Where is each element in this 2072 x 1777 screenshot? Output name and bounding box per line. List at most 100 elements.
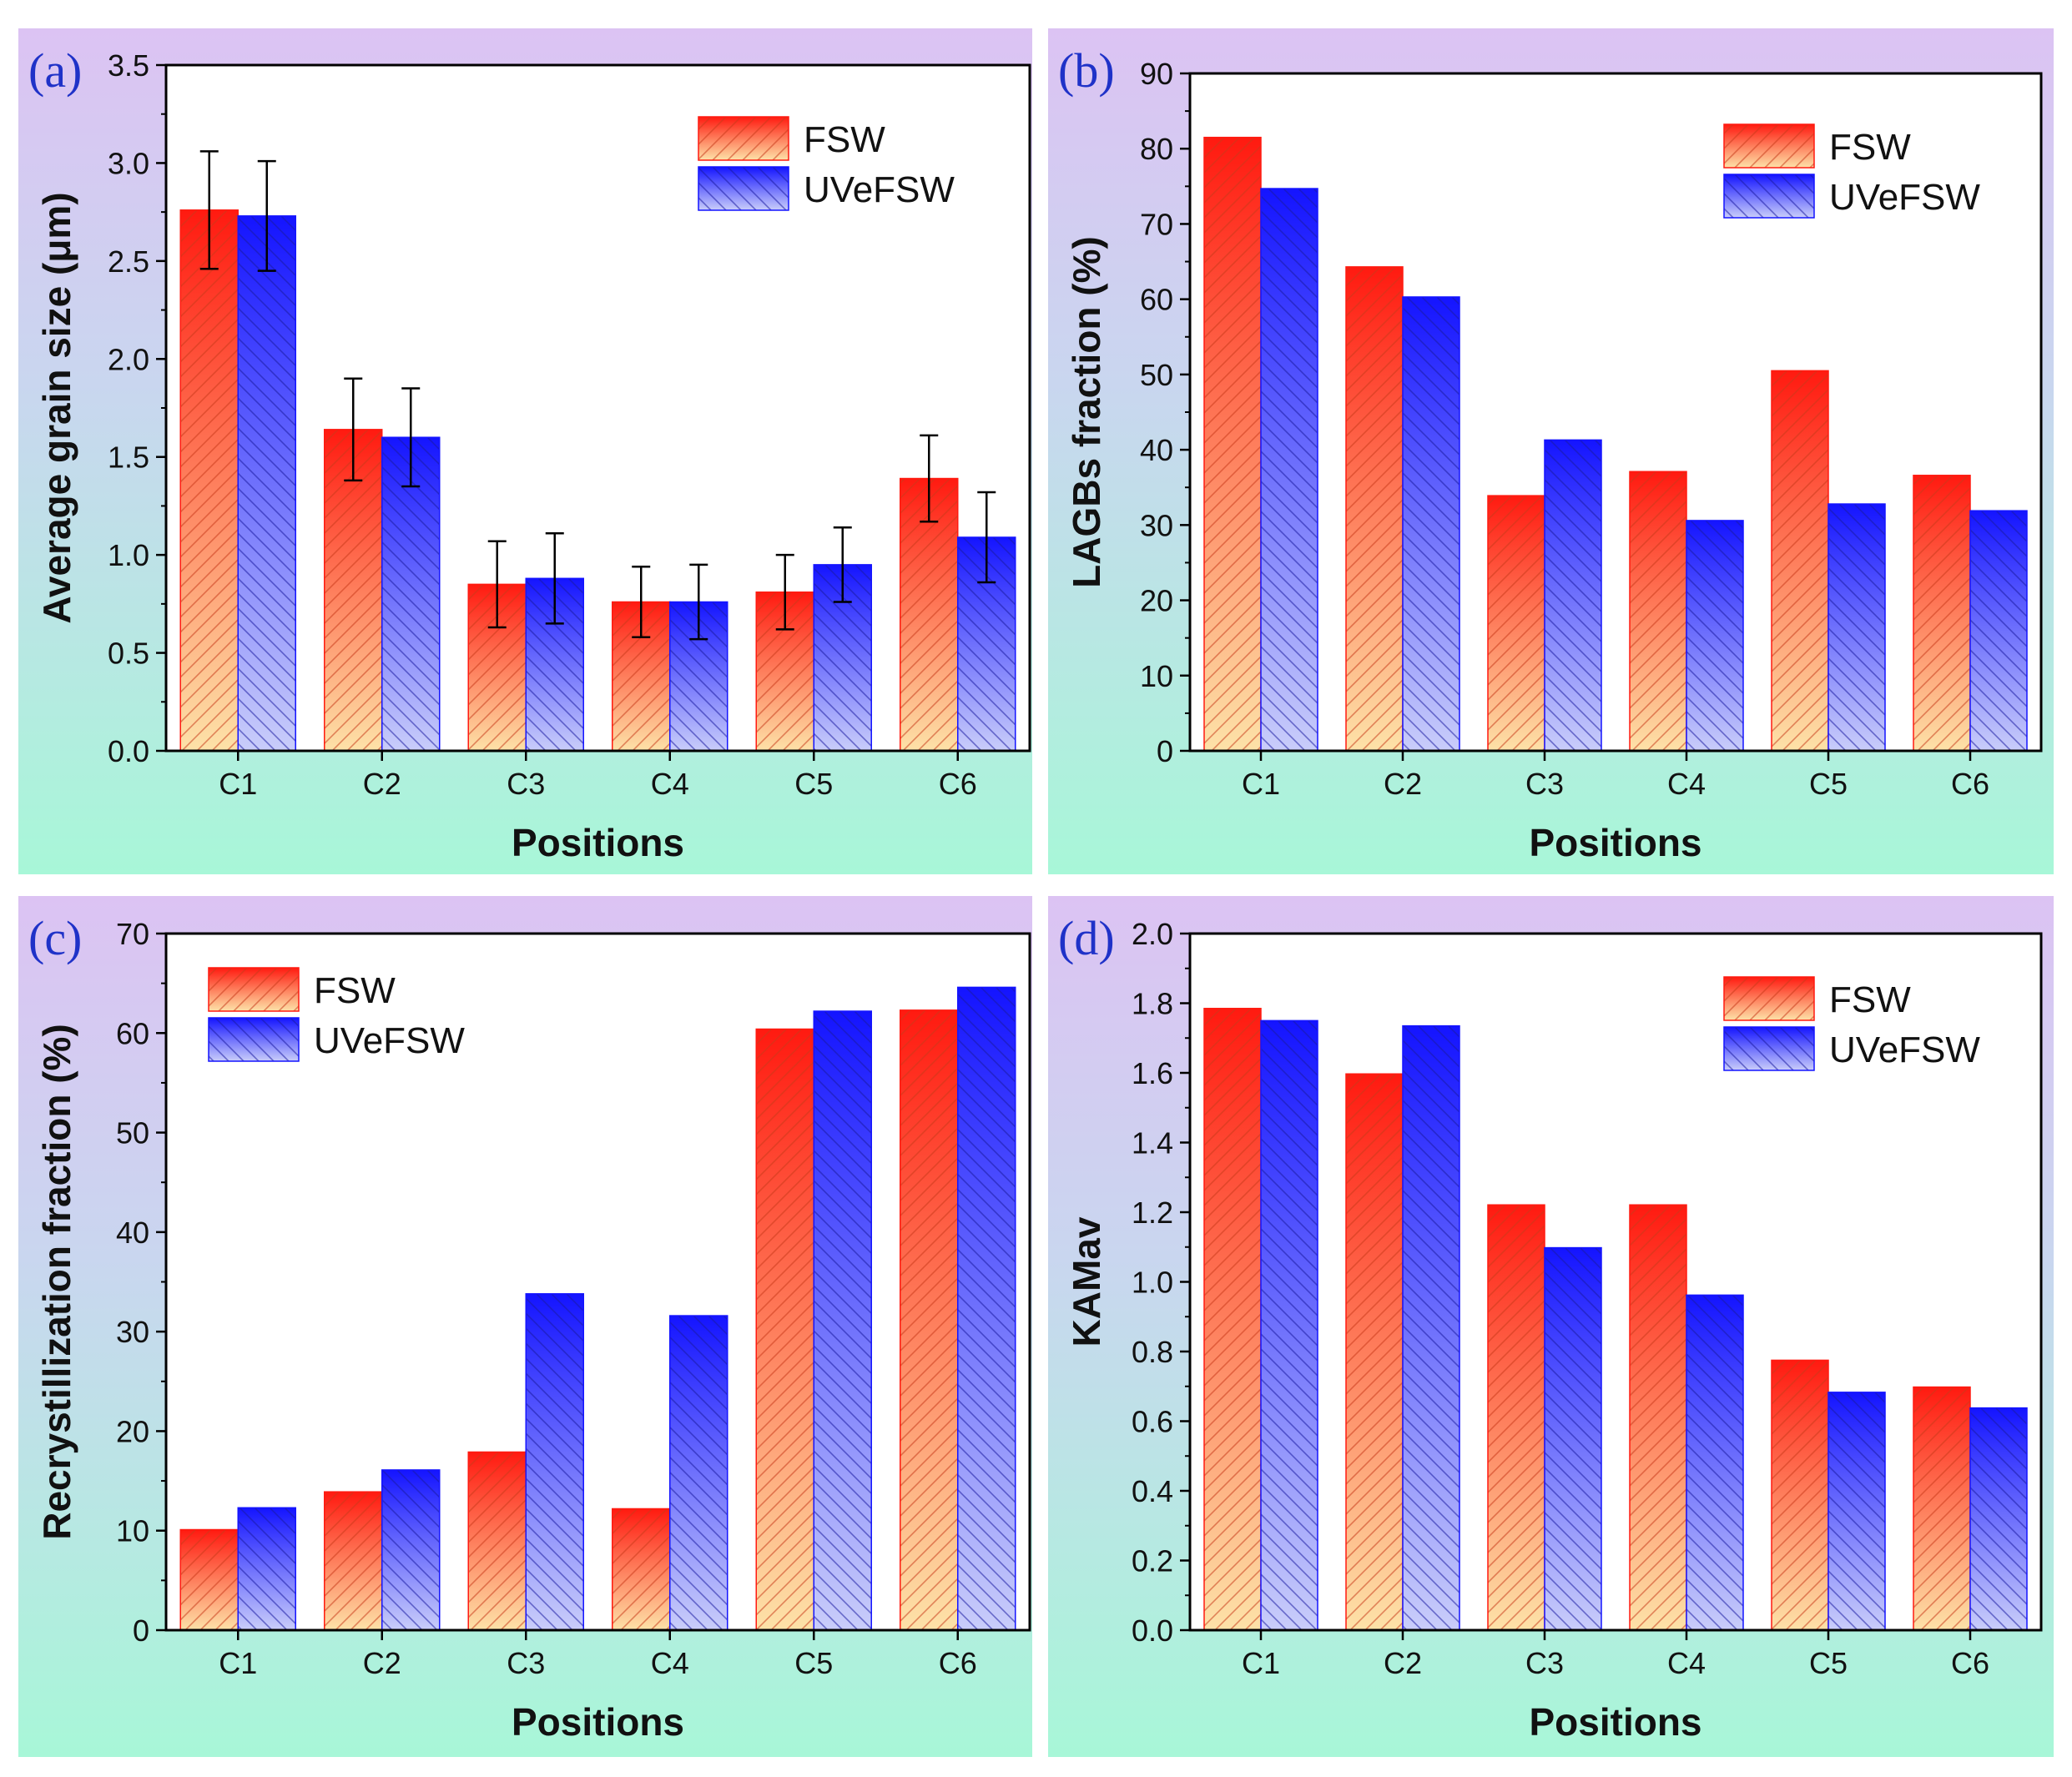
x-tick-label-c2: C2 (363, 767, 401, 801)
y-tick-label: 80 (1140, 132, 1173, 166)
bar-uvefsw-c4 (669, 601, 728, 752)
panel-letter: (d) (1058, 911, 1115, 965)
legend-label: FSW (1829, 127, 1911, 168)
y-tick-label: 0.0 (108, 734, 149, 768)
y-tick-label: 2.5 (108, 244, 149, 279)
x-tick-label-c4: C4 (1667, 1646, 1706, 1680)
y-tick-label: 1.4 (1132, 1126, 1173, 1160)
legend-item-fsw: FSW (1723, 976, 1911, 1021)
y-tick-label: 2.0 (1132, 917, 1173, 951)
y-axis-title: KAMav (1065, 1216, 1108, 1347)
x-axis-title: Positions (1529, 821, 1701, 864)
legend-label: FSW (804, 119, 885, 160)
bar-uvefsw-c5 (1827, 503, 1886, 752)
bar-fsw-c6 (900, 1009, 959, 1631)
y-tick-label: 3.0 (108, 146, 149, 180)
x-axis-title: Positions (512, 1700, 684, 1744)
x-axis-title: Positions (512, 821, 684, 864)
bar-fsw-c5 (1771, 1359, 1829, 1631)
y-tick-label: 40 (116, 1216, 149, 1250)
y-tick-label: 1.8 (1132, 987, 1173, 1021)
legend-label: UVeFSW (1829, 177, 1980, 218)
x-tick-label-c3: C3 (1525, 767, 1564, 801)
bar-uvefsw-c6 (1969, 510, 2028, 752)
x-tick-label-c4: C4 (651, 1646, 689, 1680)
y-tick-label: 0 (133, 1613, 149, 1648)
x-tick-label-c5: C5 (794, 1646, 833, 1680)
error-bar-fsw-c6 (920, 434, 939, 523)
bar-uvefsw-c2 (381, 436, 441, 752)
y-tick-label: 50 (116, 1116, 149, 1150)
chart-c: 0 10 20 30 40 50 60 70 C1 C2 C3 C4 C5 C6 Positions Recr… (28, 911, 1031, 1744)
bar-uvefsw-c6 (1969, 1407, 2028, 1631)
panel-letter: (c) (28, 911, 82, 965)
legend-item-uvefsw: UVeFSW (1723, 174, 1980, 219)
y-tick-label: 10 (1140, 659, 1173, 693)
y-tick-label: 20 (116, 1414, 149, 1448)
chart-b: 0 10 20 30 40 50 60 70 80 90 C1 C2 C3 C4 C5 C6 Positions… (1058, 43, 2043, 864)
y-axis-title: Average grain size (μm) (35, 192, 78, 623)
y-tick-label: 0.2 (1132, 1544, 1173, 1578)
legend-label: UVeFSW (804, 169, 955, 210)
error-bar-uvefsw-c5 (833, 526, 852, 603)
error-bar-fsw-c4 (632, 565, 651, 639)
chart-d: 0.0 0.2 0.4 0.6 0.8 1.0 1.2 1.4 1.6 1.8 2.0 C1 C2 C3 C… (1058, 911, 2043, 1744)
y-tick-label: 0.8 (1132, 1335, 1173, 1369)
error-bar-fsw-c3 (487, 540, 507, 629)
x-tick-label-c6: C6 (939, 1646, 977, 1680)
bar-fsw-c6 (1913, 1386, 1971, 1631)
y-tick-label: 90 (1140, 57, 1173, 91)
x-axis-title: Positions (1529, 1700, 1701, 1744)
x-tick-label-c4: C4 (1667, 767, 1706, 801)
error-bar-uvefsw-c4 (689, 563, 708, 641)
x-tick-label-c1: C1 (219, 1646, 257, 1680)
panel-a: 0.0 0.5 1.0 1.5 2.0 2.5 3.0 3.5 C1 C2 C3 C4 C5 C6 Posi… (18, 28, 1032, 874)
y-tick-label: 30 (116, 1315, 149, 1349)
x-tick-label-c5: C5 (1809, 767, 1848, 801)
plot-area (166, 65, 1030, 751)
legend-item-uvefsw: UVeFSW (698, 166, 955, 211)
legend-label: FSW (314, 970, 396, 1011)
x-tick-label-c2: C2 (363, 1646, 401, 1680)
error-bar-uvefsw-c3 (545, 532, 564, 625)
bar-uvefsw-c4 (669, 1315, 728, 1631)
bar-fsw-c1 (179, 209, 239, 752)
bar-uvefsw-c6 (957, 986, 1016, 1631)
plot-area (1190, 934, 2041, 1630)
error-bar-fsw-c5 (775, 553, 794, 631)
bar-fsw-c1 (1203, 136, 1262, 752)
bar-fsw-c3 (1487, 495, 1545, 752)
error-bar-fsw-c1 (199, 150, 219, 270)
legend-label: UVeFSW (1829, 1029, 1980, 1070)
panel-c: 0 10 20 30 40 50 60 70 C1 C2 C3 C4 C5 C6 Positions Recr… (18, 896, 1032, 1757)
x-tick-label-c2: C2 (1384, 767, 1422, 801)
bar-fsw-c2 (1345, 1073, 1404, 1631)
x-tick-label-c6: C6 (1951, 1646, 1989, 1680)
bar-fsw-c3 (467, 1451, 527, 1631)
bar-uvefsw-c2 (1402, 296, 1460, 752)
x-tick-label-c5: C5 (794, 767, 833, 801)
y-axis-title: LAGBs fraction (%) (1065, 236, 1108, 588)
x-tick-label-c3: C3 (1525, 1646, 1564, 1680)
bar-uvefsw-c5 (813, 1010, 872, 1631)
y-tick-label: 40 (1140, 433, 1173, 467)
panel-b: 0 10 20 30 40 50 60 70 80 90 C1 C2 C3 C4 C5 C6 Positions… (1048, 28, 2054, 874)
y-tick-label: 70 (1140, 207, 1173, 241)
y-tick-label: 10 (116, 1514, 149, 1548)
panel-letter: (b) (1058, 43, 1115, 98)
bar-uvefsw-c4 (1686, 520, 1744, 752)
bar-fsw-c1 (179, 1528, 239, 1631)
chart-a: 0.0 0.5 1.0 1.5 2.0 2.5 3.0 3.5 C1 C2 C3 C4 C5 C6 Posi… (28, 43, 1031, 864)
legend-item-fsw: FSW (208, 967, 396, 1012)
y-tick-label: 1.5 (108, 440, 149, 475)
bar-uvefsw-c4 (1686, 1294, 1744, 1631)
bar-uvefsw-c1 (237, 215, 296, 752)
y-tick-label: 50 (1140, 358, 1173, 392)
legend-item-uvefsw: UVeFSW (1723, 1026, 1980, 1071)
bar-uvefsw-c1 (1260, 188, 1318, 752)
bar-uvefsw-c5 (1827, 1392, 1886, 1631)
legend-item-fsw: FSW (698, 116, 885, 161)
y-tick-label: 0 (1157, 734, 1173, 768)
bar-fsw-c1 (1203, 1008, 1262, 1631)
x-tick-label-c1: C1 (219, 767, 257, 801)
